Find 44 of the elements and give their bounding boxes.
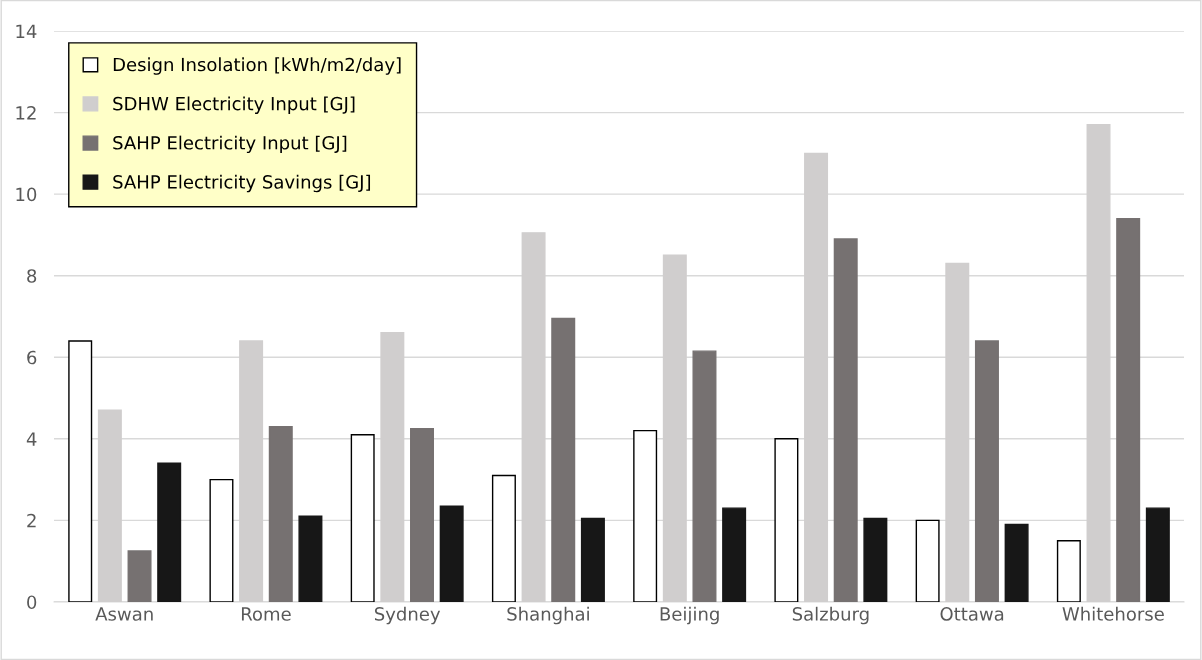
bar xyxy=(1145,507,1170,602)
x-tick-label: Beijing xyxy=(660,606,719,625)
legend-label: SAHP Electricity Savings [GJ] xyxy=(113,174,371,193)
bar xyxy=(1056,540,1081,602)
bar xyxy=(209,478,234,602)
bar xyxy=(833,238,858,602)
bar xyxy=(692,350,717,602)
bar xyxy=(633,429,658,602)
bar xyxy=(863,517,888,602)
bar xyxy=(410,427,435,602)
legend-label: Design Insolation [kWh/m2/day] xyxy=(113,57,401,75)
y-tick-label: 0 xyxy=(27,595,37,610)
bar xyxy=(298,515,323,602)
bar xyxy=(439,505,464,602)
bar xyxy=(774,438,799,602)
bar xyxy=(127,550,152,602)
bar xyxy=(1004,523,1029,602)
bar xyxy=(68,340,93,602)
bar xyxy=(491,474,516,602)
x-tick-label: Whitehorse xyxy=(1062,606,1164,621)
x-tick-label: Sydney xyxy=(374,606,441,625)
y-tick-label: 10 xyxy=(16,187,37,202)
y-tick-label: 14 xyxy=(16,24,37,38)
x-tick-label: Rome xyxy=(241,607,291,621)
y-tick-label: 12 xyxy=(16,106,36,120)
bar xyxy=(350,434,375,602)
bar xyxy=(722,507,747,602)
bar xyxy=(974,340,999,602)
x-tick-label: Salzburg xyxy=(792,606,869,625)
legend-label: SAHP Electricity Input [GJ] xyxy=(113,135,347,154)
y-tick-label: 2 xyxy=(27,513,36,528)
x-tick-label: Ottawa xyxy=(940,607,1004,621)
bar xyxy=(551,317,576,602)
x-tick-label: Shanghai xyxy=(507,606,589,625)
bar xyxy=(1116,217,1141,602)
bar xyxy=(268,425,293,602)
y-tick-label: 4 xyxy=(26,432,37,446)
bar xyxy=(157,462,182,602)
y-tick-label: 8 xyxy=(27,269,37,283)
x-tick-label: Aswan xyxy=(95,607,153,621)
bar xyxy=(915,519,940,602)
bar xyxy=(580,517,605,602)
y-tick-label: 6 xyxy=(27,350,37,365)
legend-label: SDHW Electricity Input [GJ] xyxy=(113,96,355,114)
